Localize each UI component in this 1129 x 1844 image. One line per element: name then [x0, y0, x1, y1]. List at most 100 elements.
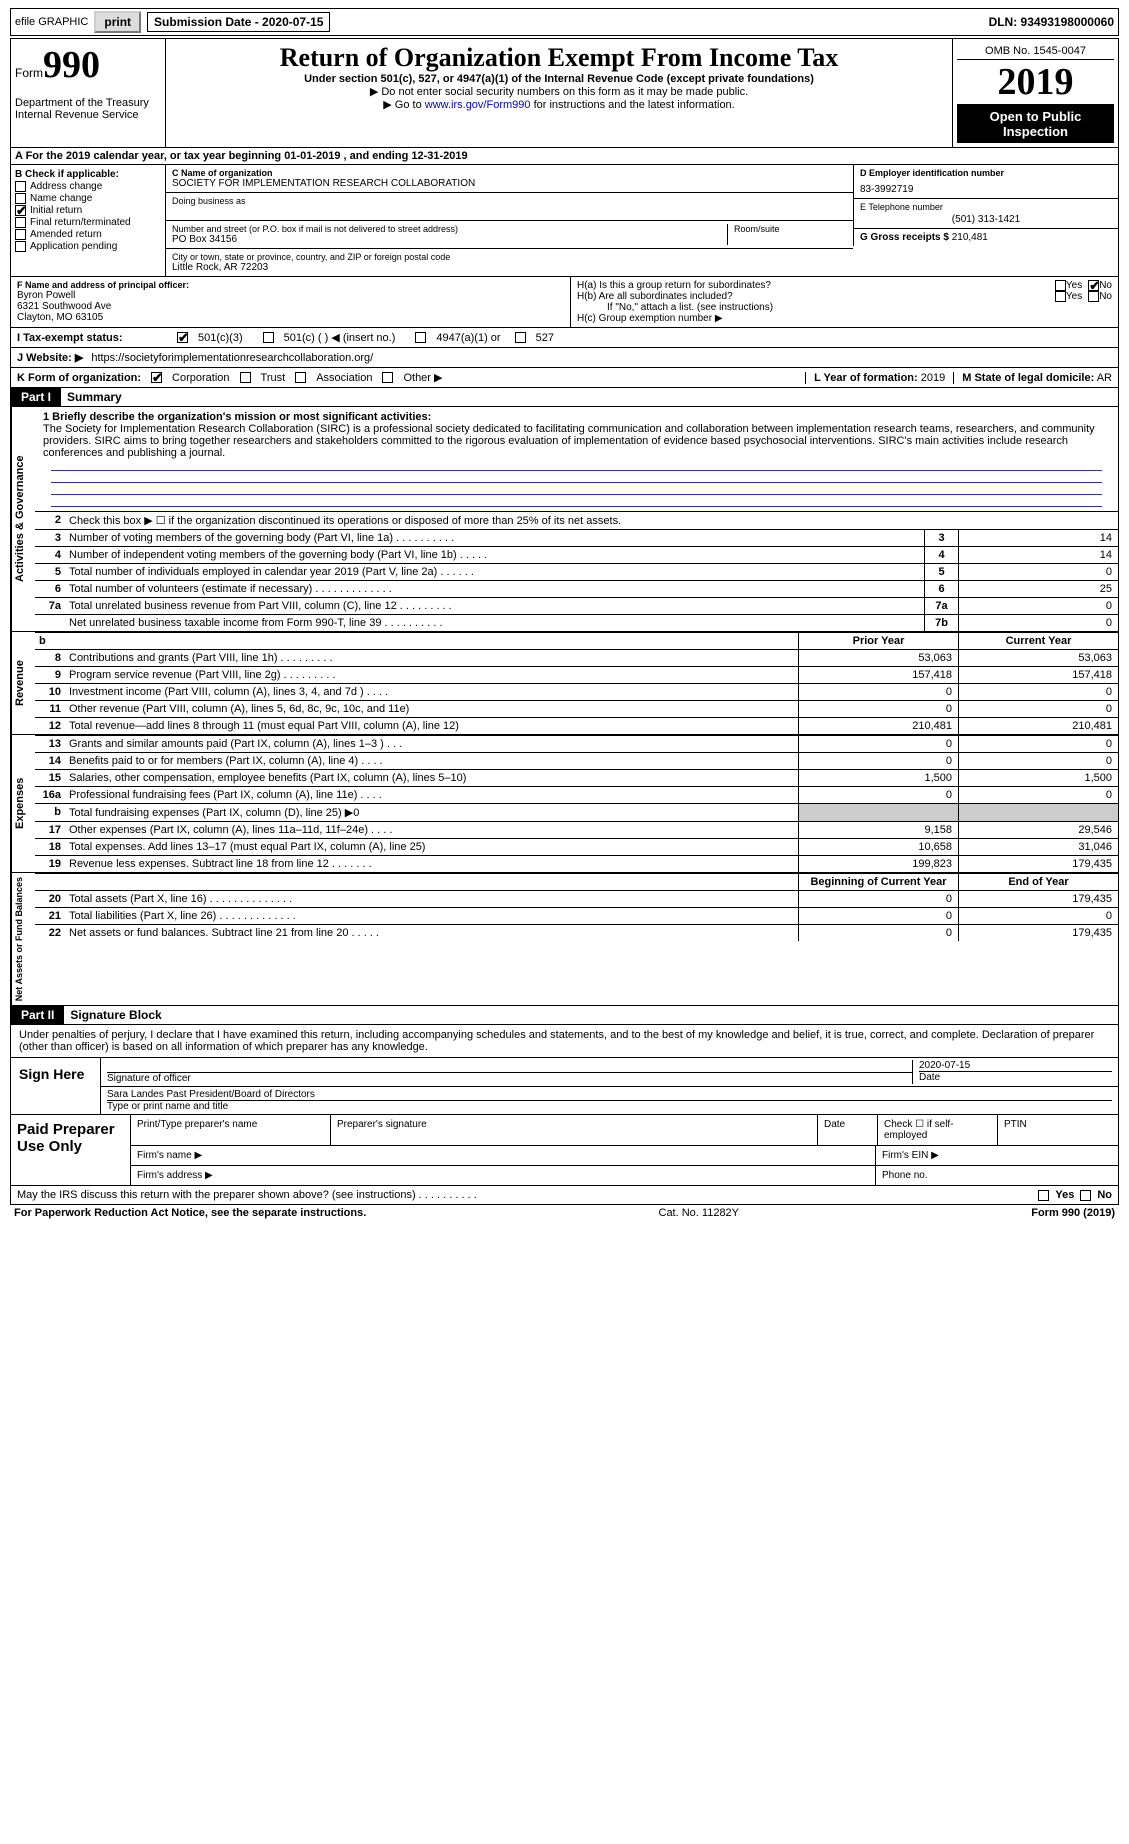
governance-tab: Activities & Governance: [11, 407, 35, 631]
501c3-check[interactable]: [177, 332, 188, 343]
checkbox-amended-return[interactable]: [15, 229, 26, 240]
page-footer: For Paperwork Reduction Act Notice, see …: [10, 1205, 1119, 1221]
row-f-h: F Name and address of principal officer:…: [10, 277, 1119, 328]
prior-val: 199,823: [798, 856, 958, 872]
firm-phone-label: Phone no.: [876, 1166, 1118, 1185]
date-label: Date: [919, 1071, 1112, 1083]
rule-line: [51, 471, 1102, 483]
dba-label: Doing business as: [172, 196, 847, 206]
prior-val: [798, 804, 958, 821]
line-text: Total number of individuals employed in …: [65, 564, 924, 580]
domicile-value: AR: [1097, 372, 1112, 384]
line-num: 6: [35, 581, 65, 597]
line-val: 0: [958, 598, 1118, 614]
line-text: Net assets or fund balances. Subtract li…: [65, 925, 798, 941]
website-value[interactable]: https://societyforimplementationresearch…: [91, 352, 373, 364]
current-val: 0: [958, 736, 1118, 752]
begin-val: 0: [798, 908, 958, 924]
line-val: 25: [958, 581, 1118, 597]
officer-label: F Name and address of principal officer:: [17, 280, 564, 290]
line-num: 18: [35, 839, 65, 855]
line-text: Total number of volunteers (estimate if …: [65, 581, 924, 597]
gross-value: 210,481: [952, 232, 988, 243]
ein-label: D Employer identification number: [860, 168, 1112, 178]
tax-status-label: I Tax-exempt status:: [17, 332, 167, 344]
year-form-value: 2019: [921, 372, 945, 384]
box-b-title: B Check if applicable:: [15, 169, 161, 180]
current-val: 1,500: [958, 770, 1118, 786]
no-label2: No: [1099, 291, 1112, 302]
other-check[interactable]: [382, 372, 393, 383]
end-val: 179,435: [958, 925, 1118, 941]
prep-sig-label: Preparer's signature: [331, 1115, 818, 1145]
current-val: 0: [958, 753, 1118, 769]
part-i-tag: Part I: [11, 388, 61, 406]
4947-label: 4947(a)(1) or: [436, 332, 500, 344]
dept-treasury: Department of the Treasury Internal Reve…: [15, 97, 161, 121]
irs-link[interactable]: www.irs.gov/Form990: [425, 99, 531, 111]
assoc-check[interactable]: [295, 372, 306, 383]
box-c: C Name of organization SOCIETY FOR IMPLE…: [166, 165, 853, 276]
current-val: 0: [958, 684, 1118, 700]
line-num: b: [35, 804, 65, 821]
hb-no-check[interactable]: [1088, 291, 1099, 302]
form-note-link: ▶ Go to www.irs.gov/Form990 for instruct…: [170, 98, 948, 111]
checkbox-address-change[interactable]: [15, 181, 26, 192]
line-text: Total unrelated business revenue from Pa…: [65, 598, 924, 614]
501c-label: 501(c) ( ) ◀ (insert no.): [284, 331, 396, 344]
line-num: 9: [35, 667, 65, 683]
501c-check[interactable]: [263, 332, 274, 343]
current-val: 53,063: [958, 650, 1118, 666]
prior-val: 53,063: [798, 650, 958, 666]
expenses-tab: Expenses: [11, 735, 35, 872]
checkbox-application-pending[interactable]: [15, 241, 26, 252]
line-text: Benefits paid to or for members (Part IX…: [65, 753, 798, 769]
sign-here-label: Sign Here: [11, 1058, 101, 1114]
line-num: 5: [35, 564, 65, 580]
line-num: 12: [35, 718, 65, 734]
checkbox-initial-return[interactable]: [15, 205, 26, 216]
ha-yes-check[interactable]: [1055, 280, 1066, 291]
box-h: H(a) Is this a group return for subordin…: [571, 277, 1118, 327]
line-text: Number of independent voting members of …: [65, 547, 924, 563]
ha-no-check[interactable]: [1088, 280, 1099, 291]
line-val: 0: [958, 564, 1118, 580]
line-val: 14: [958, 547, 1118, 563]
check-label: Application pending: [30, 241, 117, 252]
governance-section: Activities & Governance 1 Briefly descri…: [10, 407, 1119, 632]
trust-check[interactable]: [240, 372, 251, 383]
line-text: Total revenue—add lines 8 through 11 (mu…: [65, 718, 798, 734]
org-name-label: C Name of organization: [172, 168, 847, 178]
line-num: 3: [35, 530, 65, 546]
assoc-label: Association: [316, 372, 372, 384]
sig-declaration: Under penalties of perjury, I declare th…: [11, 1025, 1118, 1057]
line-text: Salaries, other compensation, employee b…: [65, 770, 798, 786]
sig-officer-label: Signature of officer: [107, 1072, 912, 1084]
form-word: Form: [15, 66, 43, 80]
name-title-label: Type or print name and title: [107, 1100, 1112, 1112]
4947-check[interactable]: [415, 332, 426, 343]
prior-val: 0: [798, 787, 958, 803]
527-check[interactable]: [515, 332, 526, 343]
current-val: 0: [958, 701, 1118, 717]
part-i-title: Summary: [61, 388, 128, 406]
checkbox-final-return-terminated[interactable]: [15, 217, 26, 228]
line-num: 19: [35, 856, 65, 872]
current-val: 210,481: [958, 718, 1118, 734]
discuss-no-check[interactable]: [1080, 1190, 1091, 1201]
print-button[interactable]: print: [94, 11, 141, 33]
line-text: Revenue less expenses. Subtract line 18 …: [65, 856, 798, 872]
dln-label: DLN: 93493198000060: [989, 15, 1114, 29]
note2b: for instructions and the latest informat…: [531, 99, 735, 111]
discuss-yes-check[interactable]: [1038, 1190, 1049, 1201]
tax-year: 2019: [957, 60, 1114, 105]
hb-yes-check[interactable]: [1055, 291, 1066, 302]
form-title: Return of Organization Exempt From Incom…: [170, 43, 948, 73]
end-year-hdr: End of Year: [958, 874, 1118, 890]
box-f: F Name and address of principal officer:…: [11, 277, 571, 327]
cat-no: Cat. No. 11282Y: [659, 1207, 740, 1219]
prior-val: 0: [798, 684, 958, 700]
line-text: Professional fundraising fees (Part IX, …: [65, 787, 798, 803]
website-label: J Website: ▶: [17, 351, 83, 364]
corp-check[interactable]: [151, 372, 162, 383]
